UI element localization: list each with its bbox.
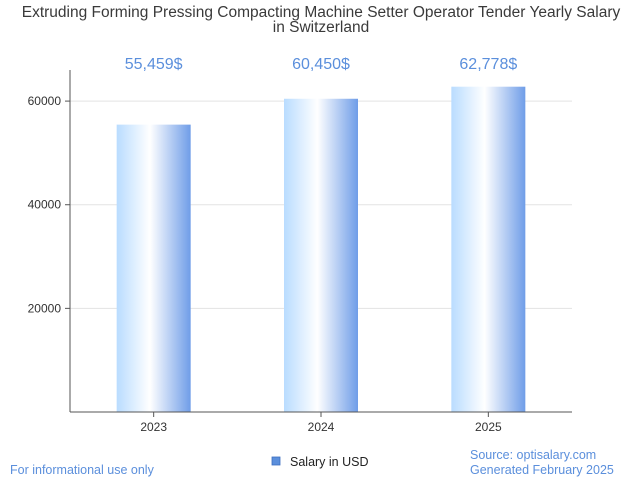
footer-disclaimer: For informational use only <box>10 463 154 477</box>
bars <box>116 86 526 413</box>
legend-label: Salary in USD <box>290 455 369 469</box>
data-label-2023: 55,459$ <box>125 56 183 73</box>
y-tick-label-40000: 40000 <box>28 198 62 212</box>
chart-title-line-2: in Switzerland <box>273 19 370 36</box>
footer-source: Source: optisalary.com <box>470 448 597 462</box>
y-axis-ticks: 20000 40000 60000 <box>28 94 70 315</box>
y-tick-label-20000: 20000 <box>28 301 62 315</box>
footer-generated: Generated February 2025 <box>470 463 614 477</box>
bar-2024 <box>284 98 358 412</box>
bar-2025 <box>451 86 526 413</box>
chart-title-line-1: Extruding Forming Pressing Compacting Ma… <box>22 4 621 21</box>
data-labels: 55,459$ 60,450$ 62,778$ <box>125 56 518 73</box>
x-tick-label-2023: 2023 <box>140 420 167 434</box>
x-axis-ticks: 2023 2024 2025 <box>140 412 502 434</box>
y-tick-label-60000: 60000 <box>28 94 62 108</box>
x-tick-label-2025: 2025 <box>475 420 502 434</box>
x-tick-label-2024: 2024 <box>308 420 335 434</box>
legend: Salary in USD <box>271 455 369 469</box>
data-label-2024: 60,450$ <box>292 56 350 73</box>
bar-2023 <box>116 124 191 412</box>
legend-swatch <box>271 456 281 466</box>
data-label-2025: 62,778$ <box>459 56 517 73</box>
